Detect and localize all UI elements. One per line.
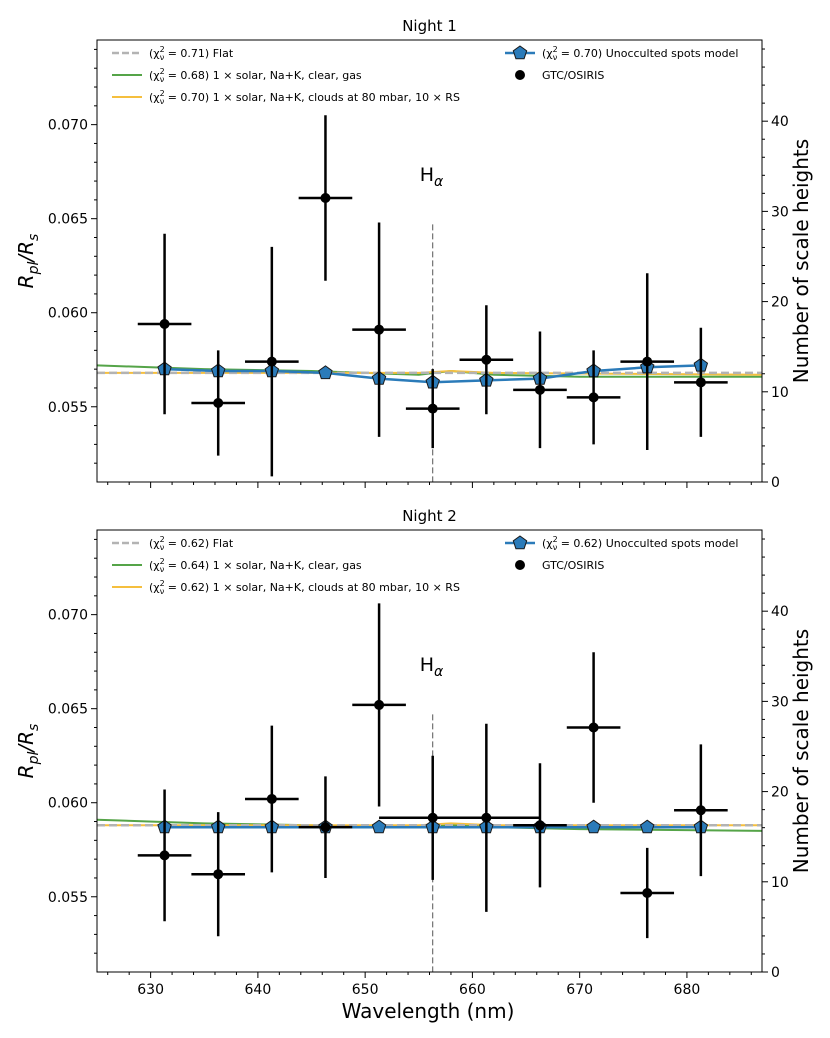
data-point — [374, 324, 385, 335]
x-tick-label: 630 — [137, 982, 164, 998]
y-axis-label: Rpl/Rs — [14, 724, 42, 779]
spots-model-point — [586, 819, 601, 834]
data-point — [159, 850, 170, 861]
y2-axis-label: Number of scale heights — [789, 629, 813, 873]
x-tick-label: 670 — [566, 982, 593, 998]
legend-flat-label: (χ2 ν = 0.71) Flat — [149, 45, 234, 62]
x-tick-label: 640 — [245, 982, 272, 998]
data-point — [427, 403, 438, 414]
spots-model-point — [318, 365, 333, 380]
y2-tick-label: 30 — [771, 204, 789, 220]
y2-tick-label: 0 — [771, 475, 780, 491]
data-point — [588, 722, 599, 733]
legend-spots-label: (χ2 ν = 0.62) Unocculted spots model — [542, 535, 738, 552]
legend-spots-label: (χ2 ν = 0.70) Unocculted spots model — [542, 45, 738, 62]
x-tick-label: 660 — [459, 982, 486, 998]
data-point — [534, 384, 545, 395]
data-point — [374, 699, 385, 710]
legend-data-marker — [515, 70, 525, 80]
y2-tick-label: 10 — [771, 875, 789, 891]
legend-flat-label: (χ2 ν = 0.62) Flat — [149, 535, 234, 552]
data-point — [213, 398, 224, 409]
data-point — [481, 354, 492, 365]
legend-spots-marker — [512, 535, 528, 550]
panel-night-2: Night 2 Hα 630 640 650 660 670 680 0.055 0.060 0.0… — [14, 507, 813, 998]
data-point — [534, 820, 545, 831]
x-axis-label: Wavelength (nm) — [342, 999, 515, 1023]
data-point — [695, 377, 706, 388]
data-point — [159, 319, 170, 330]
data-point — [213, 869, 224, 880]
y-tick-label: 0.070 — [48, 118, 88, 134]
x-tick-label: 680 — [674, 982, 701, 998]
y2-tick-label: 20 — [771, 785, 789, 801]
x-tick-label: 650 — [352, 982, 379, 998]
y2-tick-label: 0 — [771, 965, 780, 981]
legend-data-marker — [515, 560, 525, 570]
panel-night-1: Night 1 Hα 0.055 0.060 0.065 0.070 0 10 20 30 40 Rp… — [14, 17, 813, 491]
legend-data-label: GTC/OSIRIS — [542, 559, 604, 572]
y2-tick-label: 30 — [771, 694, 789, 710]
legend-clear-label: (χ2 ν = 0.68) 1 × solar, Na+K, clear, gas — [149, 67, 362, 84]
panel-title: Night 2 — [402, 507, 457, 525]
y-tick-label: 0.060 — [48, 306, 88, 322]
data-point — [266, 793, 277, 804]
panel-title: Night 1 — [402, 17, 457, 35]
halpha-label: Hα — [420, 654, 444, 680]
y-tick-label: 0.065 — [48, 702, 88, 718]
legend-clouds-label: (χ2 ν = 0.62) 1 × solar, Na+K, clouds at … — [149, 579, 460, 596]
y2-axis-label: Number of scale heights — [789, 139, 813, 383]
data-point — [588, 392, 599, 403]
legend-clouds-label: (χ2 ν = 0.70) 1 × solar, Na+K, clouds at … — [149, 89, 460, 106]
spots-model-point — [371, 819, 387, 834]
data-point — [642, 356, 653, 367]
legend-spots-marker — [512, 45, 528, 60]
y-tick-label: 0.055 — [48, 890, 88, 906]
legend-clear-label: (χ2 ν = 0.64) 1 × solar, Na+K, clear, gas — [149, 557, 362, 574]
spots-model-point — [640, 819, 655, 834]
y-axis-label: Rpl/Rs — [14, 234, 42, 289]
data-point — [320, 822, 331, 833]
data-point — [695, 805, 706, 816]
data-point — [266, 356, 277, 367]
legend-data-label: GTC/OSIRIS — [542, 69, 604, 82]
y-tick-label: 0.060 — [48, 796, 88, 812]
y2-tick-label: 40 — [771, 114, 789, 130]
y-tick-label: 0.070 — [48, 608, 88, 624]
y2-tick-label: 10 — [771, 385, 789, 401]
halpha-label: Hα — [420, 164, 444, 190]
y2-tick-label: 40 — [771, 604, 789, 620]
plot-frame — [96, 529, 763, 973]
data-point — [320, 192, 331, 203]
y-tick-label: 0.055 — [48, 400, 88, 416]
data-point — [642, 888, 653, 899]
plot-frame — [96, 39, 763, 483]
y-tick-label: 0.065 — [48, 212, 88, 228]
y2-tick-label: 20 — [771, 295, 789, 311]
data-point — [481, 812, 492, 823]
